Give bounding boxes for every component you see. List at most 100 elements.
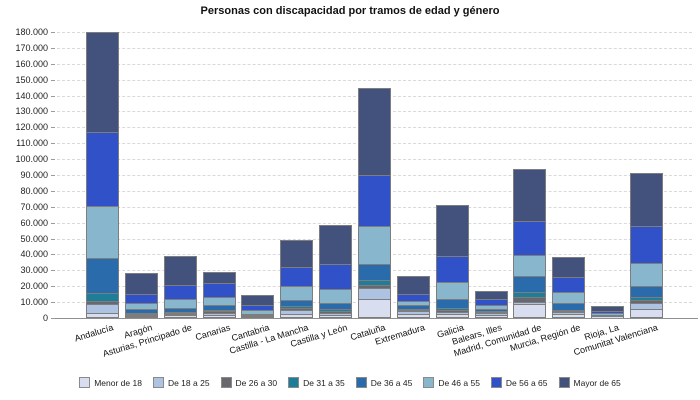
- legend-label: De 18 a 25: [167, 377, 210, 388]
- bar-segment-de-18-a-25: [164, 314, 196, 316]
- y-axis-tick: [51, 238, 55, 240]
- bar-segment-de-31-a-35: [436, 308, 468, 310]
- legend-swatch-icon: [355, 377, 367, 388]
- bar-segment-mayor-de-65: [514, 169, 546, 221]
- y-axis-tick: [51, 175, 55, 176]
- bar-rioja-la: [591, 305, 625, 318]
- legend-item-menor-de-18: Menor de 18: [79, 377, 142, 388]
- bar-segment-de-31-a-35: [630, 297, 662, 301]
- bar-segment-de-31-a-35: [320, 308, 352, 311]
- legend-label: De 46 a 55: [438, 377, 480, 388]
- bar-segment-de-36-a-45: [320, 302, 352, 309]
- bar-segment-de-36-a-45: [281, 299, 313, 306]
- y-axis-tick: [51, 206, 55, 208]
- bar-segment-de-26-a-30: [436, 309, 468, 312]
- bar-segment-menor-de-18: [630, 308, 662, 317]
- bar-segment-de-56-a-65: [203, 283, 235, 297]
- bar-segment-de-18-a-25: [397, 311, 429, 314]
- y-axis-tick: [51, 286, 55, 288]
- y-axis-tick: [51, 302, 55, 304]
- bar-segment-menor-de-18: [397, 313, 429, 317]
- y-axis-tick-label: 120.000: [15, 122, 48, 133]
- legend-item-de-31-a-35: De 31 a 35: [288, 377, 345, 388]
- bar-segment-de-56-a-65: [475, 299, 507, 306]
- bar-segment-de-31-a-35: [125, 312, 157, 314]
- bar-asturias-principado-de: [163, 255, 197, 318]
- bar-comunitat-valenciana: [629, 172, 663, 318]
- bar-castilla-la-mancha: [280, 240, 314, 318]
- legend-item-de-26-a-30: De 26 a 30: [220, 377, 277, 388]
- bar-segment-mayor-de-65: [164, 256, 196, 285]
- bar-segment-de-46-a-55: [164, 299, 196, 308]
- gridline: [57, 32, 692, 33]
- bar-segment-de-26-a-30: [475, 312, 507, 314]
- bar-segment-de-36-a-45: [397, 304, 429, 309]
- bar-segment-de-31-a-35: [553, 309, 585, 311]
- bar-segment-de-36-a-45: [514, 276, 546, 293]
- bar-segment-de-56-a-65: [87, 132, 118, 206]
- y-axis-tick-label: 90.000: [20, 170, 48, 180]
- y-axis-tick: [51, 47, 55, 49]
- gridline: [57, 47, 692, 49]
- bar-segment-mayor-de-65: [203, 273, 235, 284]
- legend-label: Menor de 18: [94, 377, 142, 388]
- bar-segment-mayor-de-65: [397, 277, 429, 294]
- y-axis-tick-label: 10.000: [20, 297, 48, 308]
- bar-segment-menor-de-18: [164, 315, 196, 317]
- bar-segment-de-31-a-35: [514, 292, 546, 297]
- bar-segment-de-18-a-25: [475, 313, 507, 315]
- bar-segment-de-26-a-30: [320, 310, 352, 313]
- bar-segment-de-31-a-35: [87, 293, 118, 301]
- bar-segment-menor-de-18: [320, 314, 352, 317]
- bar-segment-mayor-de-65: [592, 306, 624, 311]
- legend-label: De 56 a 65: [505, 377, 548, 388]
- gridline: [57, 63, 692, 65]
- plot-area: [53, 31, 698, 319]
- y-axis-tick-label: 40.000: [20, 249, 48, 260]
- bar-segment-menor-de-18: [358, 299, 390, 317]
- bar-segment-de-36-a-45: [125, 308, 157, 313]
- bar-segment-de-31-a-35: [397, 308, 429, 311]
- bar-segment-de-56-a-65: [281, 267, 313, 287]
- y-axis-tick-label: 130.000: [15, 106, 48, 117]
- bar-segment-menor-de-18: [553, 314, 585, 317]
- y-axis-tick: [51, 32, 55, 33]
- gridline: [57, 79, 692, 81]
- y-axis-tick: [51, 318, 55, 319]
- bar-segment-de-18-a-25: [125, 314, 157, 316]
- bar-segment-mayor-de-65: [281, 241, 313, 268]
- bar-segment-de-26-a-30: [87, 300, 118, 305]
- bar-madrid-comunidad-de: [513, 168, 547, 318]
- bar-segment-menor-de-18: [475, 314, 507, 317]
- bar-segment-de-18-a-25: [630, 302, 662, 309]
- y-axis-tick-label: 180.000: [15, 27, 48, 37]
- bar-segment-de-26-a-30: [281, 308, 313, 311]
- bar-segment-de-18-a-25: [203, 312, 235, 315]
- bar-galicia: [435, 205, 469, 318]
- y-axis-tick: [51, 63, 55, 65]
- bar-segment-mayor-de-65: [553, 257, 585, 277]
- bar-segment-menor-de-18: [203, 314, 235, 317]
- y-axis-tick: [51, 222, 55, 224]
- bar-segment-de-46-a-55: [397, 300, 429, 305]
- y-axis-tick: [51, 143, 55, 145]
- x-axis-label-andalucía: Andalucía: [73, 322, 115, 344]
- bar-segment-de-36-a-45: [203, 305, 235, 310]
- bar-cantabria: [241, 294, 275, 318]
- bar-segment-de-26-a-30: [397, 310, 429, 312]
- x-axis-label-canarias: Canarias: [194, 322, 232, 343]
- bar-segment-de-31-a-35: [475, 311, 507, 313]
- bar-segment-mayor-de-65: [125, 274, 157, 294]
- bar-segment-de-31-a-35: [242, 314, 274, 316]
- chart-title: Personas con discapacidad por tramos de …: [200, 5, 500, 17]
- bar-canarias: [202, 272, 236, 318]
- bar-segment-de-26-a-30: [203, 311, 235, 313]
- bar-segment-de-26-a-30: [514, 296, 546, 302]
- y-axis-tick: [51, 111, 55, 113]
- bar-segment-de-56-a-65: [630, 226, 662, 263]
- bar-segment-de-56-a-65: [514, 220, 546, 255]
- legend-label: Mayor de 65: [573, 377, 621, 388]
- bar-segment-de-36-a-45: [242, 313, 274, 315]
- y-axis-tick-label: 80.000: [20, 185, 48, 196]
- legend-swatch-icon: [79, 377, 91, 388]
